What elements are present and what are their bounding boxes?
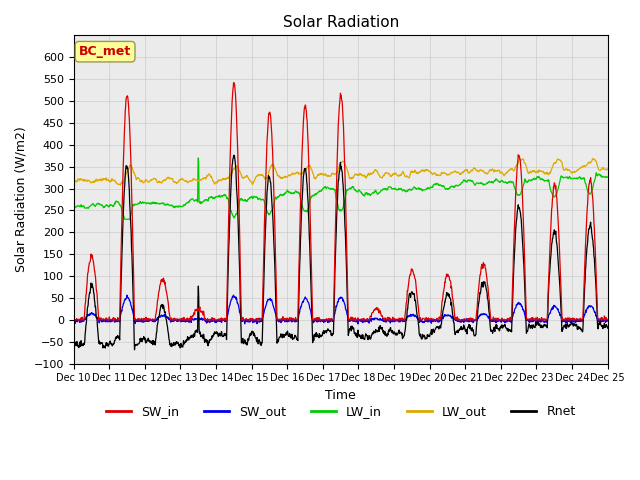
SW_in (249, 316, 257, 322)
Rnet (70, 338, 77, 344)
LW_in (176, 203, 184, 209)
SW_in (70, 315, 77, 321)
SW_in (541, 317, 549, 323)
SW_out (124, 292, 131, 298)
LW_in (70, 205, 77, 211)
LW_in (494, 178, 502, 184)
Text: BC_met: BC_met (79, 45, 131, 58)
LW_in (604, 174, 612, 180)
Rnet (541, 323, 549, 329)
Line: SW_in: SW_in (74, 83, 608, 320)
Rnet (494, 326, 502, 332)
LW_out (70, 180, 77, 186)
Rnet (176, 342, 184, 348)
LW_out (116, 182, 124, 188)
SW_in (176, 316, 184, 322)
Y-axis label: Solar Radiation (W/m2): Solar Radiation (W/m2) (15, 127, 28, 273)
LW_in (249, 195, 257, 201)
Line: SW_out: SW_out (74, 295, 608, 324)
LW_in (195, 155, 202, 161)
LW_in (541, 178, 549, 183)
Title: Solar Radiation: Solar Radiation (282, 15, 399, 30)
LW_out (589, 156, 596, 162)
SW_in (604, 317, 612, 323)
Rnet (131, 347, 138, 353)
Line: Rnet: Rnet (74, 155, 608, 350)
SW_out (249, 318, 257, 324)
Rnet (424, 333, 432, 339)
Rnet (249, 328, 257, 334)
Line: LW_out: LW_out (74, 159, 608, 185)
LW_out (541, 171, 548, 177)
LW_out (493, 168, 501, 174)
Line: LW_in: LW_in (74, 158, 608, 219)
SW_out (424, 319, 432, 325)
LW_out (249, 181, 257, 187)
SW_out (541, 319, 549, 324)
SW_out (354, 321, 362, 327)
Rnet (230, 152, 238, 158)
SW_out (176, 317, 184, 323)
SW_out (604, 317, 612, 323)
SW_out (494, 318, 502, 324)
LW_in (189, 196, 196, 202)
SW_in (424, 317, 432, 323)
SW_out (189, 316, 196, 322)
Rnet (189, 333, 196, 338)
LW_in (424, 185, 432, 191)
SW_in (494, 317, 502, 323)
LW_out (604, 166, 612, 172)
SW_in (70, 317, 78, 323)
LW_in (121, 216, 129, 222)
SW_in (230, 80, 237, 85)
SW_in (189, 312, 196, 318)
Legend: SW_in, SW_out, LW_in, LW_out, Rnet: SW_in, SW_out, LW_in, LW_out, Rnet (100, 400, 580, 423)
LW_out (176, 177, 184, 183)
Rnet (604, 325, 612, 331)
SW_out (70, 319, 77, 324)
LW_out (189, 177, 196, 182)
X-axis label: Time: Time (325, 389, 356, 402)
LW_out (424, 168, 431, 173)
